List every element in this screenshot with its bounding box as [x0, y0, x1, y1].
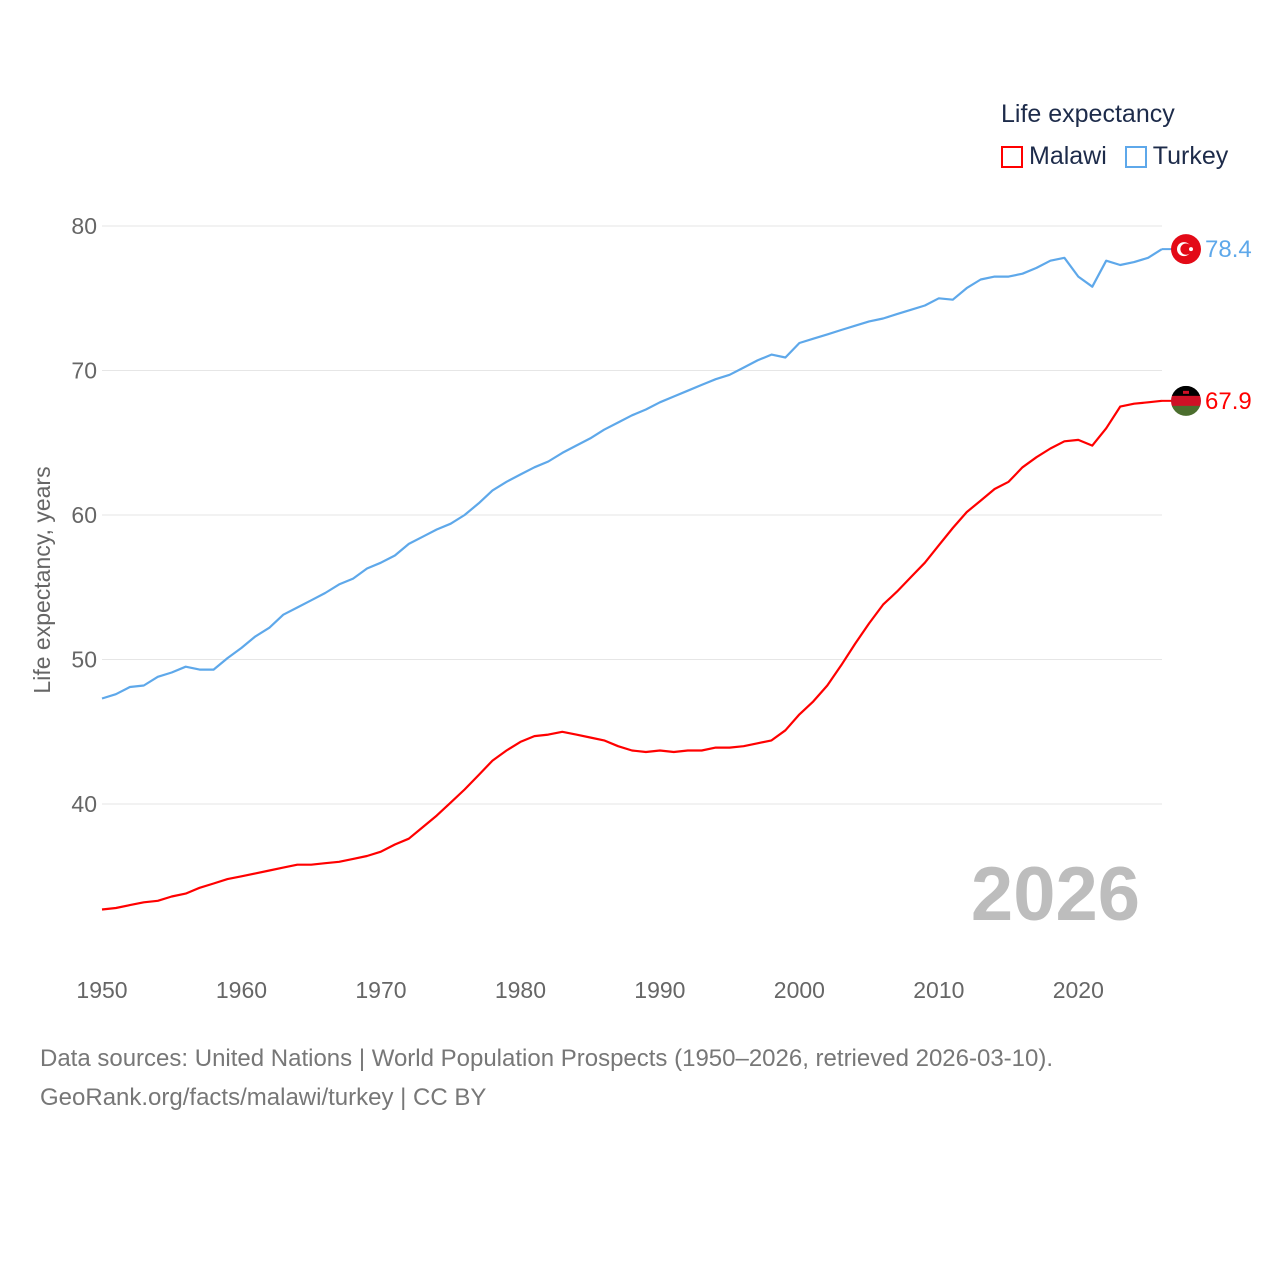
legend-label-turkey: Turkey [1152, 142, 1229, 170]
y-tick-label: 40 [71, 791, 97, 817]
x-tick-label: 2020 [1053, 977, 1104, 1003]
x-tick-label: 2000 [774, 977, 825, 1003]
footer-attribution[interactable]: GeoRank.org/facts/malawi/turkey | CC BY [40, 1084, 487, 1111]
flag-star [1189, 247, 1193, 252]
end-value-label-turkey: 78.4 [1205, 236, 1252, 263]
y-axis-label: Life expectancy, years [29, 466, 55, 693]
series-line-malawi [101, 399, 1163, 911]
flag-crescent-cut [1180, 243, 1192, 255]
x-tick-label: 1990 [634, 977, 685, 1003]
legend-swatch-turkey [1124, 145, 1147, 168]
malawi-flag-icon [1171, 385, 1201, 416]
y-tick-label: 80 [71, 213, 97, 239]
y-tick-label: 50 [71, 647, 97, 673]
legend-item-turkey[interactable]: Turkey [1124, 142, 1229, 171]
legend-swatch-malawi [1001, 145, 1023, 168]
flag-stripe [1171, 405, 1201, 416]
y-tick-label: 70 [71, 358, 97, 384]
x-tick-label: 1960 [216, 977, 267, 1003]
x-tick-label: 1980 [495, 977, 546, 1003]
current-year-label: 2026 [971, 852, 1140, 937]
footer-sources: Data sources: United Nations | World Pop… [40, 1045, 1054, 1072]
y-tick-label: 60 [71, 502, 97, 528]
x-tick-label: 1950 [76, 977, 127, 1003]
flag-stripe [1171, 395, 1201, 407]
legend-label-malawi: Malawi [1029, 142, 1107, 170]
x-tick-label: 1970 [355, 977, 406, 1003]
x-tick-label: 2010 [913, 977, 964, 1003]
legend-item-malawi[interactable]: Malawi [1001, 142, 1107, 171]
legend-title: Life expectancy [1001, 100, 1175, 128]
flag-sun [1183, 390, 1189, 394]
legend: Malawi Turkey [1001, 142, 1228, 171]
end-value-label-malawi: 67.9 [1205, 388, 1252, 415]
series-line-turkey [101, 248, 1163, 700]
